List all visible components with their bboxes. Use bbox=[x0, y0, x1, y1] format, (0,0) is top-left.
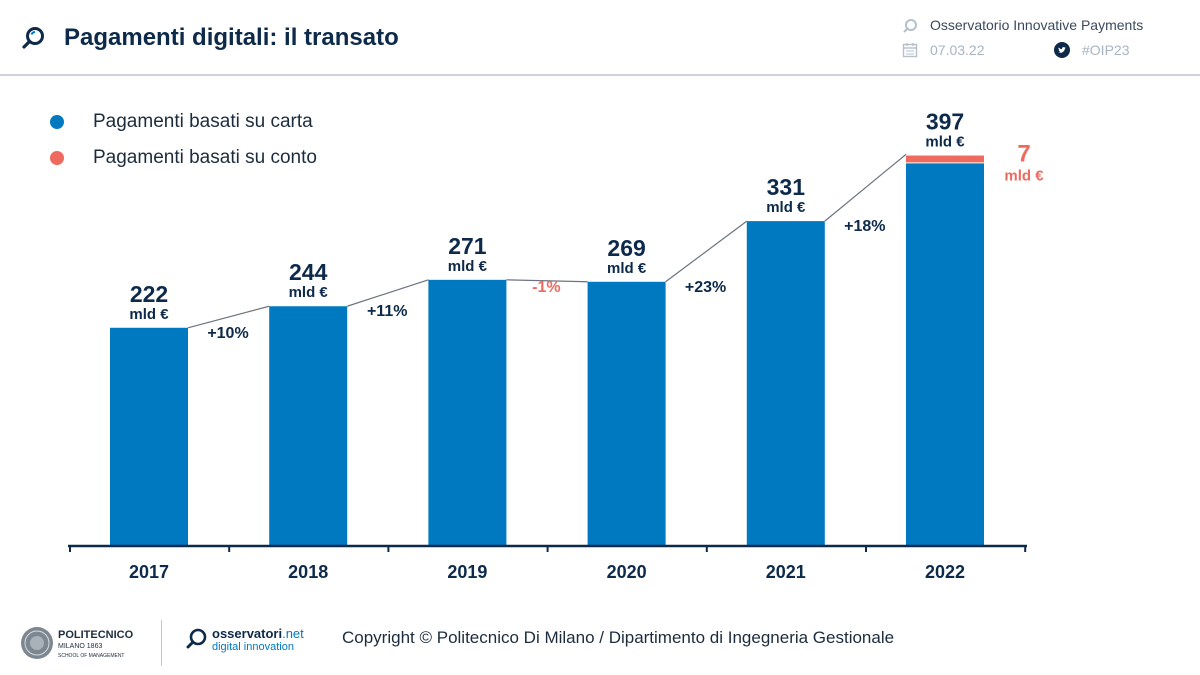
value-label-2022: 397 bbox=[926, 109, 964, 135]
connector-4 bbox=[824, 153, 907, 222]
growth-label-3: +23% bbox=[685, 279, 726, 296]
bar-carta-2020 bbox=[587, 281, 666, 545]
osservatori-logo-icon bbox=[186, 628, 207, 649]
uni-school: SCHOOL OF MANAGEMENT bbox=[58, 653, 125, 659]
legend: Pagamenti basati su carta Pagamenti basa… bbox=[50, 104, 317, 176]
legend-label-conto: Pagamenti basati su conto bbox=[93, 147, 317, 168]
x-tick-2021: 2021 bbox=[766, 562, 806, 582]
connector-3 bbox=[665, 220, 748, 283]
date: 07.03.22 bbox=[930, 42, 985, 58]
unit-label-2019: mld € bbox=[448, 258, 488, 275]
unit-label-2021: mld € bbox=[766, 199, 806, 216]
legend-item-conto: Pagamenti basati su conto bbox=[50, 140, 317, 176]
bar-carta-2017 bbox=[110, 327, 188, 545]
x-tick-2019: 2019 bbox=[447, 562, 487, 582]
osservatori-brand-suffix: .net bbox=[282, 626, 304, 641]
value-label-2021: 331 bbox=[767, 174, 806, 200]
bar-carta-2018 bbox=[269, 306, 348, 545]
legend-item-carta: Pagamenti basati su carta bbox=[50, 104, 317, 140]
unit-label-2018: mld € bbox=[289, 284, 329, 301]
copyright: Copyright © Politecnico Di Milano / Dipa… bbox=[342, 628, 895, 647]
growth-label-2: -1% bbox=[532, 279, 560, 296]
legend-dot-carta bbox=[50, 115, 64, 129]
bar-conto-2022 bbox=[906, 155, 984, 163]
x-tick-2020: 2020 bbox=[607, 562, 647, 582]
conto-value-label: 7 bbox=[1017, 140, 1030, 167]
connector-2 bbox=[506, 279, 588, 283]
growth-label-1: +11% bbox=[367, 303, 407, 320]
politecnico-seal-icon bbox=[21, 627, 53, 659]
legend-dot-conto bbox=[50, 151, 64, 165]
calendar-icon bbox=[902, 43, 918, 58]
legend-label-carta: Pagamenti basati su carta bbox=[93, 111, 313, 132]
x-tick-2017: 2017 bbox=[129, 562, 169, 582]
bar-carta-2019 bbox=[428, 279, 507, 545]
footer: POLITECNICO MILANO 1863 SCHOOL OF MANAGE… bbox=[0, 610, 1200, 675]
header-divider bbox=[0, 74, 1200, 76]
footer-divider bbox=[161, 620, 162, 666]
growth-label-0: +10% bbox=[207, 325, 248, 342]
osservatori-brand-main: osservatori bbox=[212, 626, 283, 641]
uni-name: POLITECNICO bbox=[58, 629, 134, 641]
unit-label-2022: mld € bbox=[925, 134, 965, 151]
unit-label-2020: mld € bbox=[607, 260, 647, 277]
osservatori-brand: osservatori.net bbox=[212, 626, 304, 641]
connector-1 bbox=[347, 279, 429, 307]
header: Pagamenti digitali: il transato Osservat… bbox=[0, 0, 1200, 74]
connector-0 bbox=[187, 305, 270, 329]
small-magnifier-icon bbox=[903, 19, 917, 33]
value-label-2017: 222 bbox=[130, 281, 168, 307]
conto-unit-label: mld € bbox=[1004, 167, 1044, 184]
value-label-2018: 244 bbox=[289, 259, 328, 285]
osservatori-tagline: digital innovation bbox=[212, 641, 294, 653]
uni-sub: MILANO 1863 bbox=[58, 643, 103, 650]
page-title: Pagamenti digitali: il transato bbox=[64, 24, 399, 51]
growth-label-4: +18% bbox=[844, 218, 885, 235]
unit-label-2017: mld € bbox=[129, 306, 169, 323]
value-label-2020: 269 bbox=[607, 235, 645, 261]
value-label-2019: 271 bbox=[448, 233, 487, 259]
bar-carta-2022 bbox=[906, 163, 984, 545]
hashtag: #OIP23 bbox=[1082, 42, 1130, 58]
x-tick-2022: 2022 bbox=[925, 562, 965, 582]
bar-carta-2021 bbox=[746, 221, 825, 545]
twitter-icon bbox=[1054, 42, 1070, 58]
magnifier-logo-icon bbox=[22, 27, 44, 49]
x-tick-2018: 2018 bbox=[288, 562, 328, 582]
org-name: Osservatorio Innovative Payments bbox=[930, 17, 1144, 33]
